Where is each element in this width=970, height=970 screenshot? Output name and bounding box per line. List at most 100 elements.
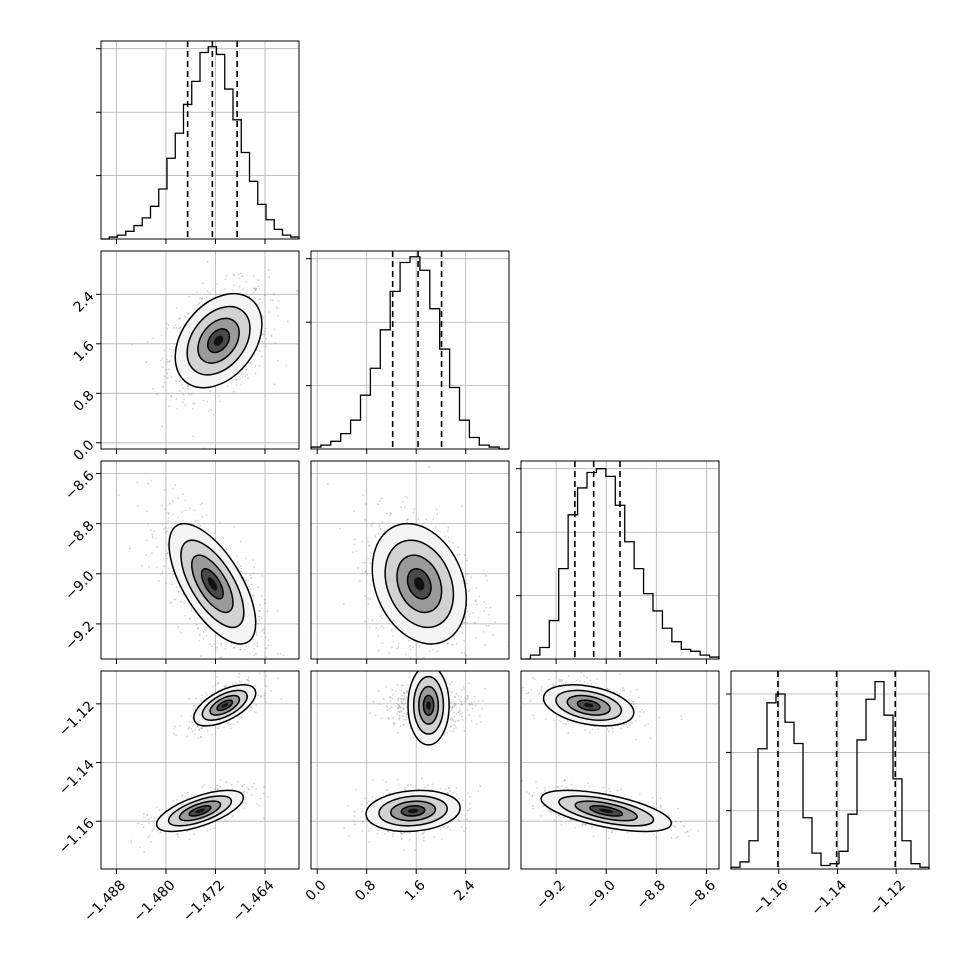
- sample-point: [458, 719, 460, 722]
- sample-point: [463, 700, 466, 703]
- sample-point: [257, 615, 260, 618]
- sample-point: [202, 631, 205, 633]
- sample-point: [421, 832, 424, 835]
- sample-point: [253, 654, 256, 657]
- sample-point: [378, 524, 381, 526]
- sample-point: [195, 697, 197, 700]
- sample-point: [186, 313, 189, 316]
- sample-point: [264, 684, 267, 687]
- sample-point: [397, 697, 400, 700]
- sample-point: [630, 702, 633, 705]
- sample-point: [161, 357, 164, 360]
- sample-point: [378, 500, 381, 503]
- sample-point: [200, 735, 203, 738]
- sample-point: [213, 827, 216, 830]
- sample-point: [366, 572, 369, 575]
- sample-point: [224, 648, 227, 650]
- sample-point: [234, 681, 237, 684]
- sample-point: [239, 540, 242, 543]
- sample-point: [371, 619, 374, 622]
- panel-content: [101, 671, 299, 869]
- sample-point: [146, 510, 149, 513]
- sample-point: [474, 704, 477, 707]
- sample-point: [255, 287, 257, 290]
- sample-point: [198, 639, 201, 642]
- density-contour: [206, 328, 231, 354]
- sample-point: [260, 595, 263, 598]
- scatter-panel: [100, 670, 300, 870]
- histogram-panel: [96, 40, 300, 240]
- sample-point: [453, 637, 456, 640]
- sample-point: [214, 684, 217, 686]
- sample-point: [399, 669, 401, 671]
- sample-point: [193, 729, 196, 732]
- sample-point: [380, 625, 383, 628]
- sample-point: [261, 301, 264, 304]
- y-tick-label: 0.0: [71, 437, 98, 464]
- sample-point: [155, 566, 158, 569]
- sample-point: [446, 642, 448, 645]
- sample-point: [446, 791, 449, 794]
- sample-point: [152, 337, 155, 339]
- sample-point: [461, 703, 463, 706]
- sample-point: [240, 567, 243, 570]
- sample-point: [202, 638, 205, 640]
- sample-point: [239, 570, 242, 573]
- sample-point: [161, 569, 164, 572]
- sample-point: [494, 621, 497, 624]
- sample-point: [466, 582, 468, 585]
- sample-point: [405, 690, 408, 693]
- sample-point: [153, 817, 156, 820]
- sample-point: [401, 702, 403, 705]
- sample-point: [178, 390, 181, 392]
- sample-point: [435, 508, 438, 511]
- sample-point: [233, 647, 235, 649]
- sample-point: [232, 723, 235, 726]
- sample-point: [452, 791, 454, 794]
- sample-point: [401, 715, 403, 718]
- sample-point: [166, 360, 169, 363]
- sample-point: [170, 526, 173, 529]
- sample-point: [216, 682, 219, 685]
- sample-point: [167, 517, 170, 520]
- density-contour: [186, 305, 251, 376]
- sample-point: [362, 561, 364, 564]
- sample-point: [198, 633, 201, 636]
- sample-point: [389, 700, 392, 702]
- sample-point: [151, 533, 154, 535]
- sample-point: [393, 722, 395, 724]
- sample-point: [264, 697, 266, 700]
- sample-point: [155, 537, 158, 540]
- sample-point: [151, 387, 154, 390]
- sample-point: [475, 723, 478, 726]
- sample-point: [209, 390, 211, 393]
- sample-point: [460, 812, 463, 815]
- sample-point: [400, 700, 403, 703]
- sample-point: [396, 705, 399, 708]
- sample-point: [453, 635, 455, 638]
- sample-point: [404, 702, 407, 704]
- sample-point: [201, 502, 204, 505]
- sample-point: [454, 696, 457, 698]
- sample-point: [192, 709, 195, 711]
- sample-point: [406, 784, 409, 787]
- sample-point: [165, 322, 168, 325]
- sample-point: [178, 379, 181, 382]
- sample-point: [390, 675, 392, 677]
- sample-point: [402, 703, 405, 706]
- sample-point: [450, 725, 453, 728]
- sample-point: [257, 298, 260, 301]
- sample-point: [246, 377, 249, 380]
- sample-point: [282, 654, 285, 657]
- sample-point: [255, 632, 258, 635]
- sample-point: [159, 359, 162, 362]
- sample-point: [194, 733, 196, 735]
- sample-point: [384, 832, 386, 835]
- sample-point: [387, 830, 389, 833]
- sample-point: [259, 350, 262, 352]
- sample-point: [216, 645, 219, 648]
- sample-point: [467, 682, 470, 685]
- sample-point: [196, 519, 199, 522]
- sample-point: [190, 393, 193, 396]
- sample-point: [580, 672, 583, 674]
